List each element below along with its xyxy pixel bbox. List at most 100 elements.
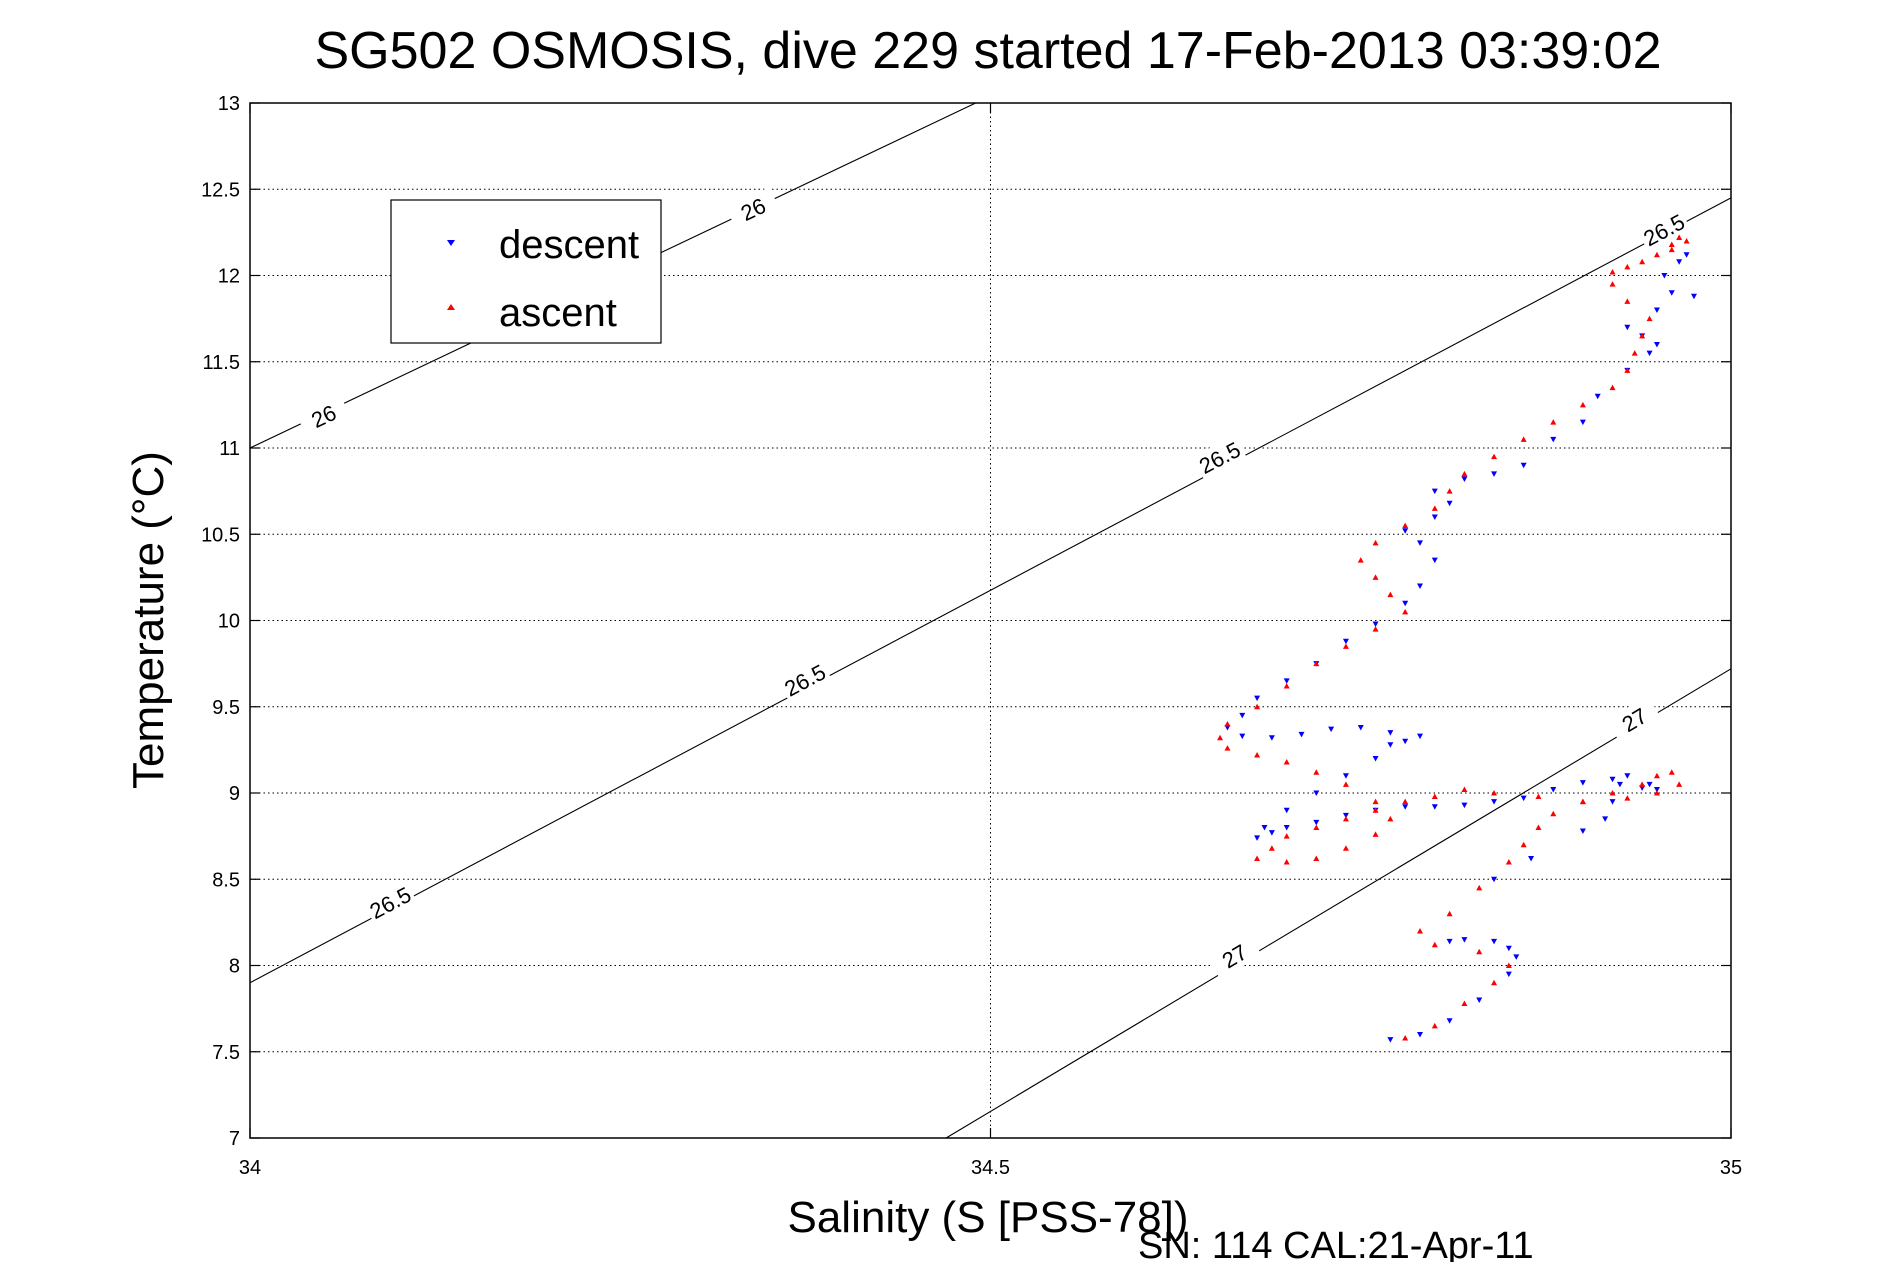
serial-calibration-note: SN: 114 CAL:21-Apr-11 xyxy=(1138,1225,1534,1262)
ascent-point xyxy=(1491,979,1498,986)
ascent-point xyxy=(1609,384,1616,391)
descent-point xyxy=(1342,638,1349,645)
y-tick-label: 11.5 xyxy=(203,352,240,374)
isopycnal-label-bg xyxy=(777,657,833,703)
y-tick-label: 8 xyxy=(229,956,240,978)
ascent-point xyxy=(1431,941,1438,948)
ascent-point xyxy=(1639,332,1646,339)
descent-point xyxy=(1268,735,1275,741)
ascent-point xyxy=(1431,1022,1438,1029)
descent-point xyxy=(1683,252,1690,258)
descent-point xyxy=(1550,787,1557,793)
ascent-point xyxy=(1639,781,1646,787)
ascent-point xyxy=(1646,315,1653,322)
ascent-point xyxy=(1653,251,1660,258)
ascent-point xyxy=(1254,752,1261,758)
descent-point xyxy=(1416,1032,1423,1038)
descent-point xyxy=(1520,462,1527,469)
ascent-point xyxy=(1676,234,1683,241)
ascent-point xyxy=(1387,591,1394,598)
descent-point xyxy=(1579,828,1586,834)
ascent-point xyxy=(1579,798,1586,805)
descent-point xyxy=(1431,514,1438,520)
descent-point xyxy=(1646,781,1653,788)
ascent-point xyxy=(1283,683,1290,689)
ascent-point xyxy=(1402,608,1409,615)
descent-point xyxy=(1491,876,1498,883)
isopycnal-label-bg xyxy=(1192,434,1247,481)
ascent-point xyxy=(1676,781,1683,787)
ascent-point xyxy=(1342,781,1349,787)
legend-box xyxy=(390,199,662,344)
ascent-point xyxy=(1416,928,1423,934)
ascent-point xyxy=(1446,910,1453,917)
descent-point xyxy=(1372,621,1379,627)
x-axis-label: Salinity (S [PSS-78]) xyxy=(787,1193,1188,1242)
ascent-point xyxy=(1372,831,1379,837)
ascent-point xyxy=(1446,488,1453,494)
descent-point xyxy=(1342,812,1349,819)
ascent-point xyxy=(1624,263,1631,270)
ascent-point xyxy=(1402,1034,1409,1041)
descent-point xyxy=(1505,971,1512,978)
descent-point xyxy=(1461,937,1468,943)
ascent-point xyxy=(1476,884,1483,891)
legend-label-ascent: ascent xyxy=(499,291,617,335)
descent-point xyxy=(1313,819,1320,826)
descent-point xyxy=(1624,773,1631,779)
y-tick-label: 7 xyxy=(229,1128,240,1150)
y-tick-label: 7.5 xyxy=(212,1042,240,1064)
descent-point xyxy=(1239,712,1246,719)
ascent-point xyxy=(1550,419,1557,425)
descent-point xyxy=(1579,419,1586,426)
ascent-point xyxy=(1313,855,1320,862)
ascent-point xyxy=(1268,845,1275,851)
descent-point xyxy=(1653,307,1660,313)
descent-point xyxy=(1624,324,1631,331)
y-tick-label: 9.5 xyxy=(212,697,240,719)
descent-point xyxy=(1461,802,1468,809)
ascent-point xyxy=(1217,734,1224,741)
ascent-point xyxy=(1387,815,1394,822)
descent-point xyxy=(1520,795,1527,802)
ascent-point xyxy=(1639,258,1646,265)
descent-point xyxy=(1416,540,1423,546)
descent-point xyxy=(1579,780,1586,786)
ascent-point xyxy=(1683,238,1690,244)
ascent-point xyxy=(1476,948,1483,955)
isopycnal-label-bg xyxy=(1606,696,1662,744)
descent-point xyxy=(1476,997,1483,1003)
ascent-series xyxy=(1217,234,1690,1041)
descent-point xyxy=(1416,733,1423,740)
descent-point xyxy=(1402,600,1409,607)
descent-point xyxy=(1690,293,1697,300)
ascent-point xyxy=(1372,798,1379,805)
y-tick-label: 10.5 xyxy=(201,524,240,546)
descent-point xyxy=(1550,436,1557,443)
descent-point xyxy=(1461,476,1468,483)
descent-point xyxy=(1528,856,1535,862)
ascent-point xyxy=(1668,246,1675,253)
chart-title: SG502 OSMOSIS, dive 229 started 17-Feb-2… xyxy=(314,22,1661,80)
descent-point xyxy=(1268,830,1275,836)
legend-marker-ascent xyxy=(447,304,455,310)
ascent-point xyxy=(1520,841,1527,848)
ascent-point xyxy=(1372,539,1379,546)
ascent-point xyxy=(1372,574,1379,580)
descent-point xyxy=(1239,733,1246,740)
ascent-point xyxy=(1372,807,1379,813)
descent-point xyxy=(1491,471,1498,477)
y-tick-label: 9 xyxy=(229,783,240,805)
descent-point xyxy=(1653,787,1660,793)
ascent-point xyxy=(1653,790,1660,796)
descent-point xyxy=(1446,938,1453,945)
ascent-point xyxy=(1283,833,1290,839)
descent-point xyxy=(1609,776,1616,783)
descent-point xyxy=(1676,259,1683,265)
descent-point xyxy=(1254,695,1261,702)
descent-series xyxy=(1224,252,1697,1043)
descent-point xyxy=(1602,816,1609,822)
x-tick-label: 35 xyxy=(1720,1157,1742,1179)
